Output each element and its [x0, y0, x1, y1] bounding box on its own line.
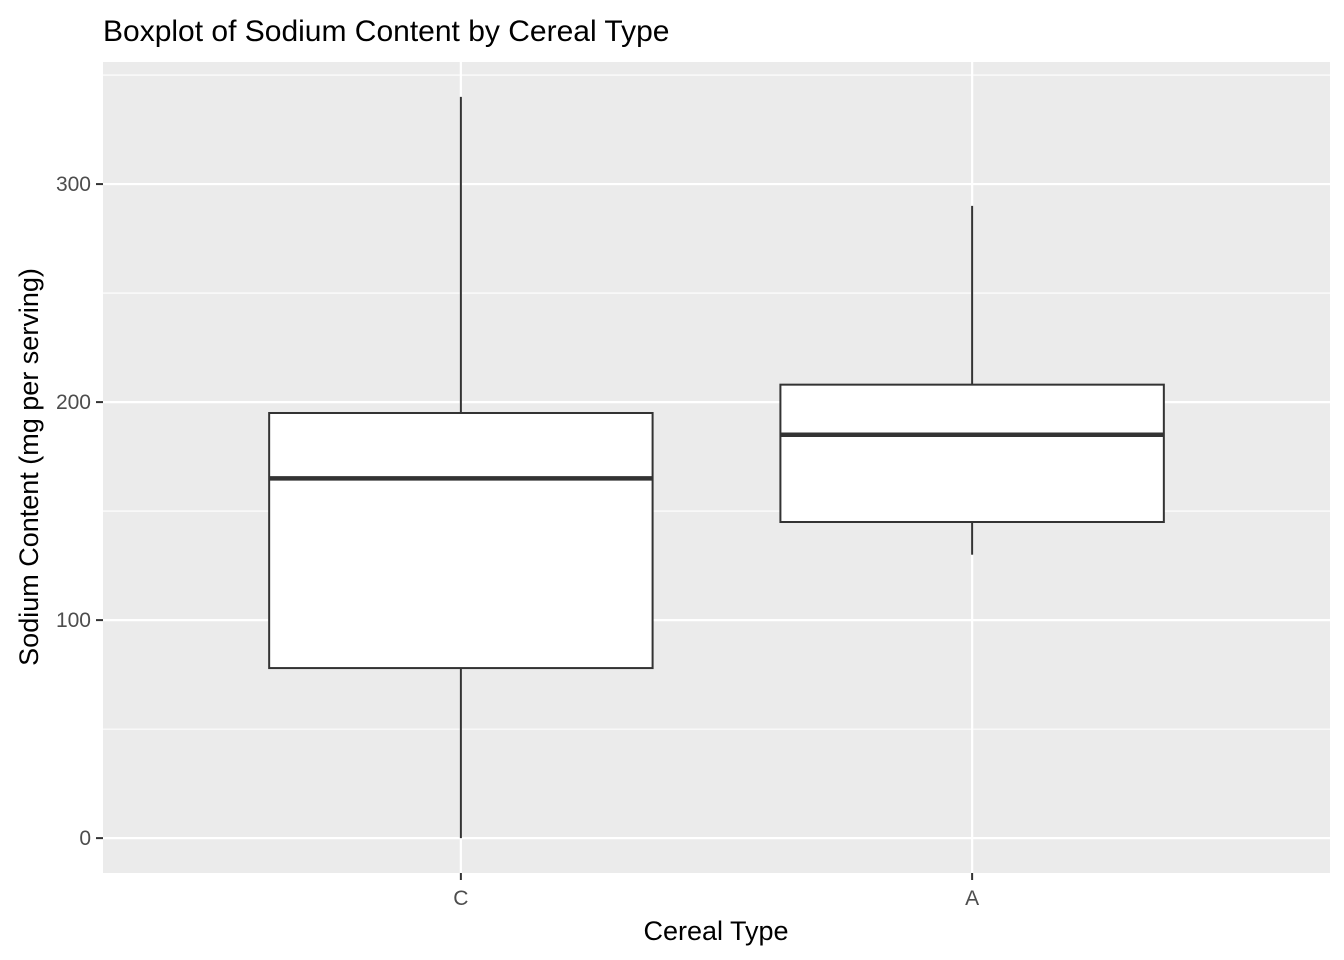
x-tick-label: A [965, 887, 979, 910]
x-axis-title: Cereal Type [643, 916, 788, 946]
box-C [268, 96, 654, 839]
y-tick-label: 0 [79, 827, 91, 850]
y-axis-title: Sodium Content (mg per serving) [14, 268, 44, 666]
box-series [268, 96, 1165, 839]
y-tick-label: 200 [56, 391, 91, 414]
y-tick-label: 100 [56, 609, 91, 632]
chart-title: Boxplot of Sodium Content by Cereal Type [103, 15, 669, 48]
iqr-box [779, 383, 1165, 524]
box-A [779, 205, 1165, 555]
iqr-box [268, 411, 654, 670]
x-tick-label: C [453, 887, 468, 910]
y-axis: 0 100 200 300 [56, 173, 103, 850]
y-tick-label: 300 [56, 173, 91, 196]
